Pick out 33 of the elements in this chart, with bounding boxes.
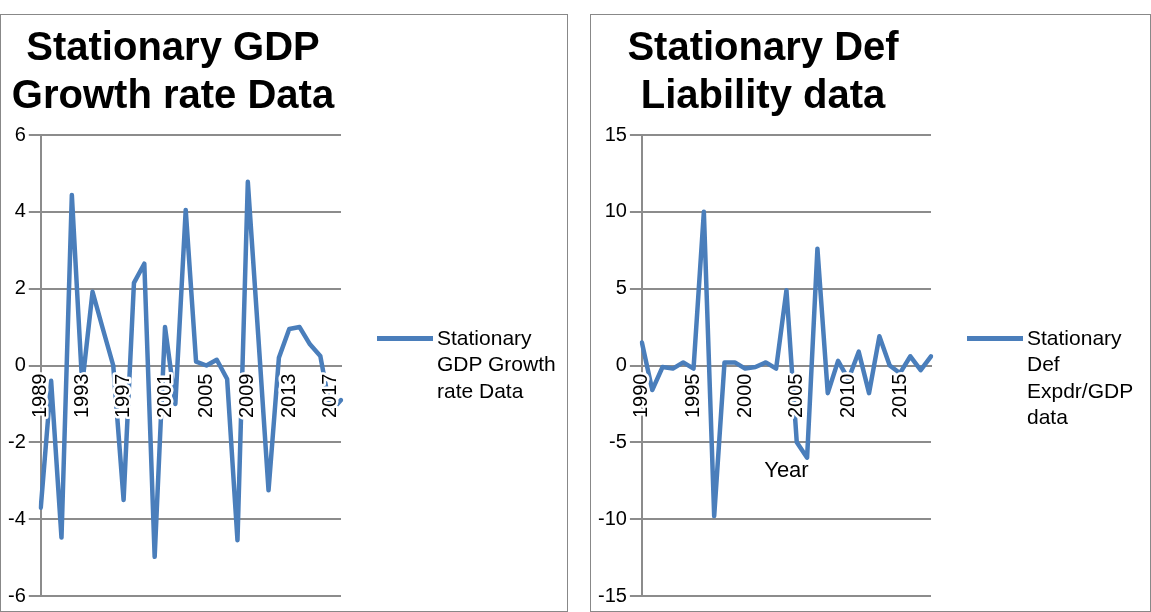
x-axis-title: Year bbox=[764, 456, 809, 482]
x-tick-label: 1995 bbox=[681, 373, 704, 418]
y-tick-label: 10 bbox=[604, 199, 627, 222]
x-tick-label: 2000 bbox=[732, 373, 755, 418]
x-tick-label: 2005 bbox=[193, 373, 216, 418]
y-tick-label: 0 bbox=[14, 353, 26, 376]
y-tick-label: -4 bbox=[7, 506, 26, 529]
x-tick-label: 2010 bbox=[835, 373, 858, 418]
y-tick-label: -15 bbox=[598, 583, 627, 606]
x-tick-label: 1990 bbox=[629, 373, 652, 418]
y-tick-label: 5 bbox=[615, 276, 627, 299]
y-tick-label: 6 bbox=[14, 122, 26, 145]
x-tick-label: 2017 bbox=[318, 373, 341, 418]
y-tick-label: -10 bbox=[598, 506, 627, 529]
y-tick-label: -2 bbox=[7, 429, 26, 452]
x-tick-label: 1993 bbox=[69, 373, 92, 418]
x-tick-label: 2013 bbox=[276, 373, 299, 418]
x-tick-label: 2009 bbox=[235, 373, 258, 418]
y-tick-label: -5 bbox=[609, 429, 627, 452]
x-tick-label: 1989 bbox=[28, 373, 51, 418]
legend-label: Stationary Def Expdr/GDP data bbox=[1027, 325, 1134, 430]
x-tick-label: 1997 bbox=[111, 373, 134, 418]
y-tick-label: 15 bbox=[604, 122, 627, 145]
y-tick-label: 4 bbox=[14, 199, 26, 222]
chart-title: Stationary GDP Growth rate Data bbox=[11, 24, 335, 117]
x-tick-label: 2001 bbox=[152, 373, 175, 418]
chart-title: Stationary Def Liability data bbox=[627, 24, 900, 117]
x-tick-label: 2005 bbox=[784, 373, 807, 418]
y-tick-label: 0 bbox=[615, 353, 627, 376]
y-tick-label: -6 bbox=[7, 583, 26, 606]
legend-label: Stationary GDP Growth rate Data bbox=[437, 325, 557, 404]
x-tick-label: 2015 bbox=[887, 373, 910, 418]
y-tick-label: 2 bbox=[14, 276, 26, 299]
